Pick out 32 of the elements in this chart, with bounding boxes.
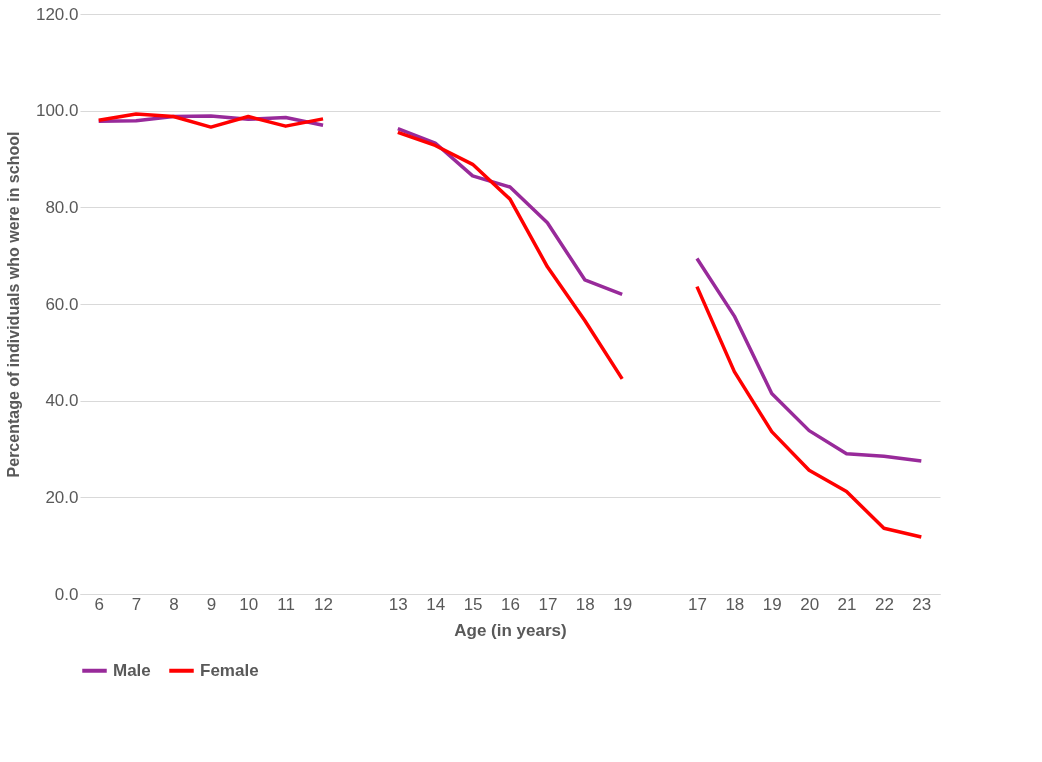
x-tick-label: 16 [501, 594, 520, 614]
x-tick-label: 22 [874, 594, 894, 614]
x-tick-label: 19 [762, 594, 782, 614]
y-tick-label: 100.0 [35, 101, 79, 121]
x-tick-label: 21 [837, 594, 857, 614]
x-tick-label: 6 [94, 594, 104, 614]
x-tick-label: 15 [463, 594, 483, 614]
x-tick-label: 12 [314, 594, 333, 614]
x-axis-title: Age (in years) [454, 620, 567, 640]
y-tick-label: 40.0 [45, 391, 79, 411]
y-axis-title: Percentage of individuals who were in school [4, 131, 22, 478]
legend-label: Female [200, 660, 259, 680]
x-tick-label: 23 [912, 594, 932, 614]
x-tick-label: 13 [388, 594, 408, 614]
x-tick-label: 8 [169, 594, 179, 614]
legend-label: Male [113, 660, 151, 680]
y-tick-label: 120.0 [35, 4, 79, 24]
y-tick-label: 0.0 [54, 584, 79, 604]
x-tick-label: 10 [239, 594, 259, 614]
x-tick-label: 20 [800, 594, 820, 614]
x-tick-label: 17 [538, 594, 558, 614]
x-tick-label: 14 [426, 594, 446, 614]
y-tick-label: 80.0 [45, 197, 79, 217]
x-tick-label: 9 [206, 594, 217, 614]
x-tick-label: 19 [613, 594, 633, 614]
x-tick-label: 18 [575, 594, 595, 614]
x-tick-label: 11 [277, 594, 295, 614]
y-tick-label: 60.0 [45, 294, 79, 314]
x-tick-label: 17 [688, 594, 707, 614]
x-tick-label: 7 [131, 594, 142, 614]
y-tick-label: 20.0 [45, 487, 79, 507]
x-tick-label: 18 [725, 594, 745, 614]
